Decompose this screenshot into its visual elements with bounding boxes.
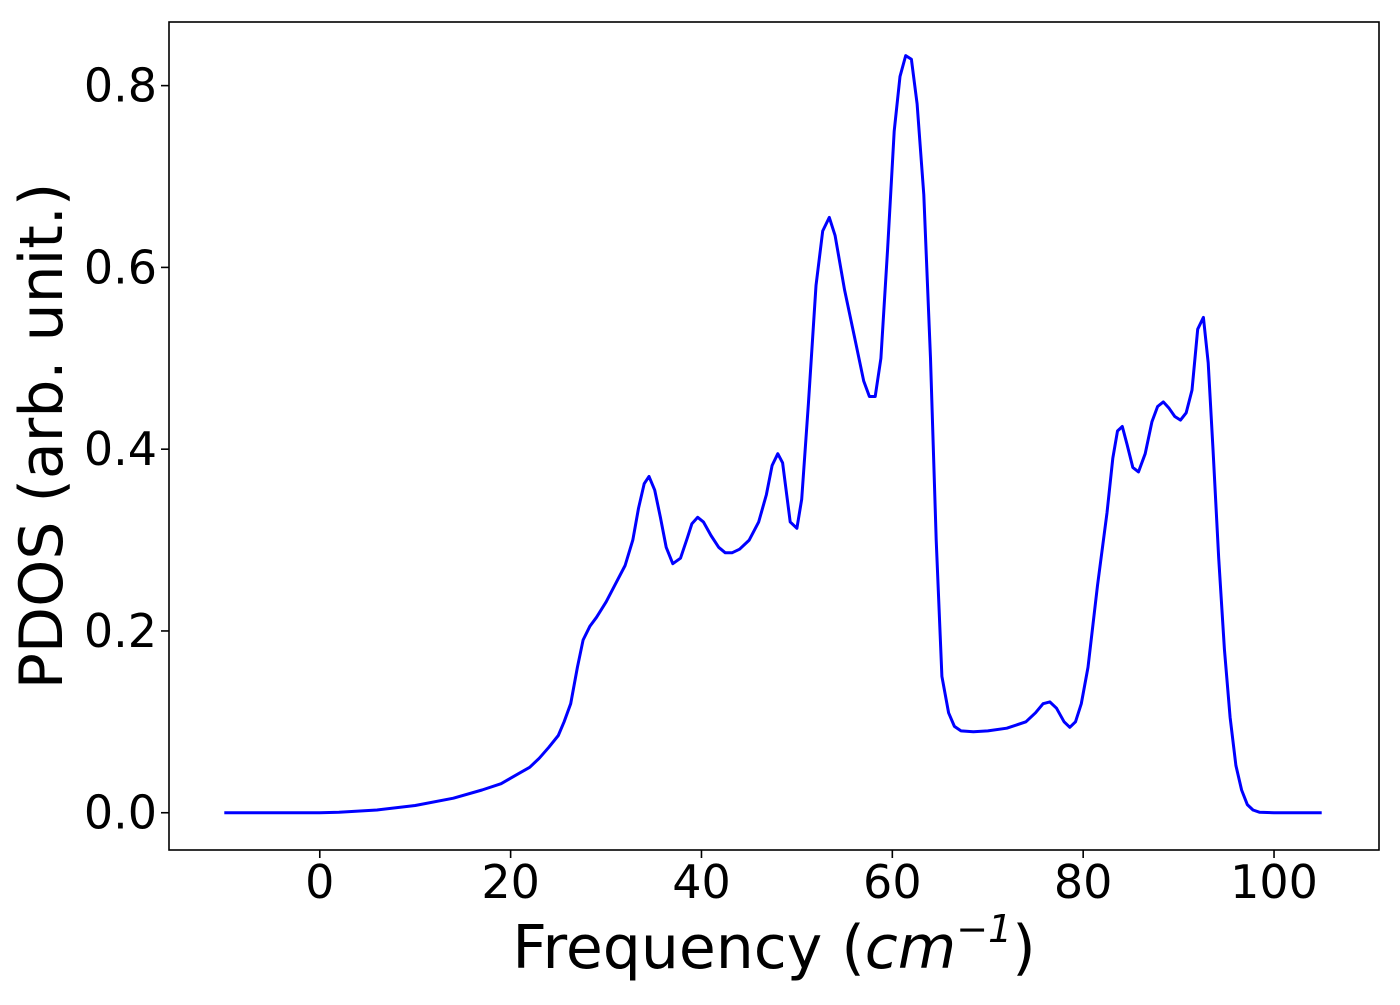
- x-tick-label: 20: [481, 855, 540, 909]
- y-tick-label: 0.0: [84, 786, 157, 840]
- y-axis-ticks: 0.0 0.2 0.4 0.6 0.8: [84, 59, 169, 840]
- x-tick-label: 60: [863, 855, 922, 909]
- y-tick-label: 0.2: [84, 604, 157, 658]
- x-tick-label: 40: [672, 855, 731, 909]
- x-axis-ticks: 0 20 40 60 80 100: [305, 850, 1318, 909]
- y-axis-label: PDOS (arb. unit.): [7, 183, 77, 690]
- x-axis-label: Frequency (cm−1): [512, 907, 1035, 983]
- x-tick-label: 100: [1230, 855, 1318, 909]
- plot-frame: [168, 21, 1380, 851]
- y-tick-label: 0.8: [84, 59, 157, 113]
- x-tick-label: 80: [1054, 855, 1113, 909]
- x-axis-label-unit: cm: [865, 913, 956, 983]
- pdos-series-line: [224, 54, 1322, 815]
- x-axis-label-close: ): [1012, 913, 1035, 983]
- x-axis-label-text: Frequency (: [512, 913, 864, 983]
- y-tick-label: 0.6: [84, 240, 157, 294]
- x-axis-label-exponent: −1: [956, 907, 1012, 951]
- x-tick-label: 0: [305, 855, 334, 909]
- y-tick-label: 0.4: [84, 422, 157, 476]
